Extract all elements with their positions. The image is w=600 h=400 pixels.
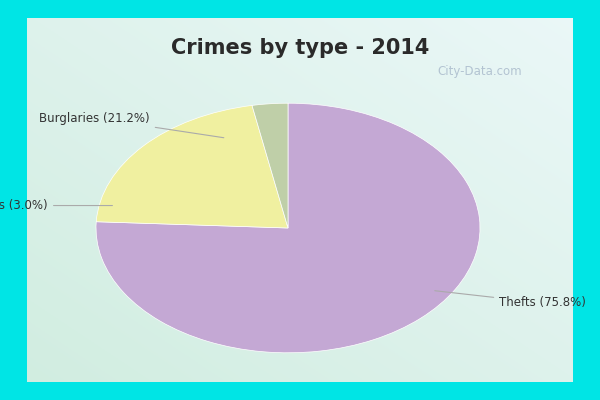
Text: Crimes by type - 2014: Crimes by type - 2014 [171, 38, 429, 58]
Text: Thefts (75.8%): Thefts (75.8%) [435, 291, 586, 309]
Wedge shape [96, 103, 480, 353]
Text: Burglaries (21.2%): Burglaries (21.2%) [39, 112, 224, 138]
Wedge shape [96, 106, 288, 228]
Text: Rapes (3.0%): Rapes (3.0%) [0, 199, 112, 212]
Text: City-Data.com: City-Data.com [437, 66, 522, 78]
Wedge shape [252, 103, 288, 228]
